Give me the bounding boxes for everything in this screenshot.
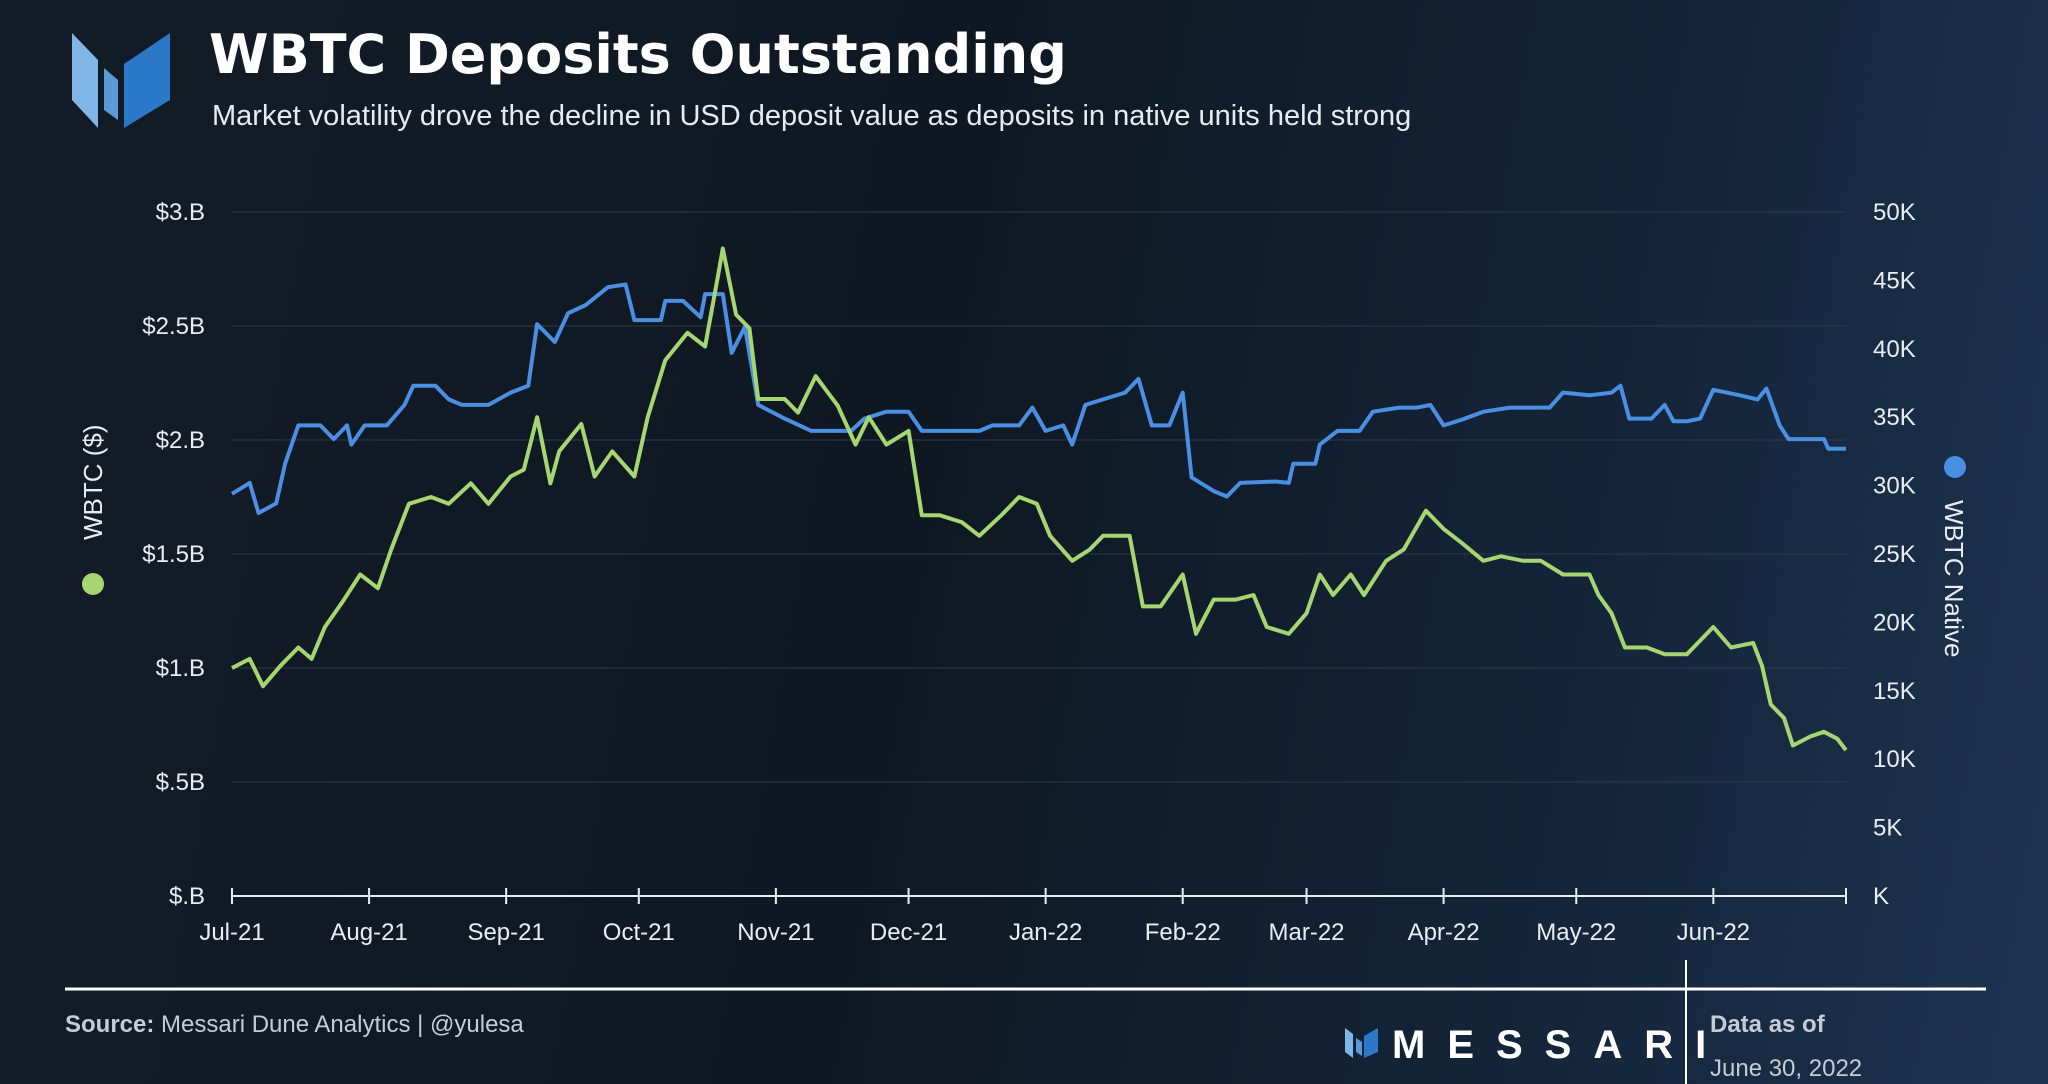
left-tick-label: $2.5B <box>142 313 205 340</box>
right-tick-label: 45K <box>1873 267 1916 294</box>
x-tick-label: May-22 <box>1536 919 1616 946</box>
right-axis-ticks: K 5K 10K 15K 20K 25K 30K 35K 40K 45K 50K <box>1873 199 1916 910</box>
left-axis-title: WBTC ($) <box>78 424 108 595</box>
right-tick-label: 40K <box>1873 336 1916 363</box>
messari-brand-logo-icon <box>1345 1028 1378 1058</box>
x-tick-label: Dec-21 <box>870 919 947 946</box>
right-tick-label: 5K <box>1873 815 1902 842</box>
messari-logo-icon <box>72 33 170 128</box>
left-tick-label: $2.B <box>156 427 205 454</box>
left-tick-label: $1.5B <box>142 541 205 568</box>
right-tick-label: 30K <box>1873 473 1916 500</box>
messari-wordmark: MESSARI <box>1392 1023 1728 1067</box>
x-tick-label: Apr-22 <box>1408 919 1480 946</box>
data-as-of-label: Data as of <box>1710 1011 1826 1038</box>
x-tick-label: Jan-22 <box>1009 919 1082 946</box>
usd-series-line <box>231 246 1848 752</box>
right-tick-label: 15K <box>1873 678 1916 705</box>
right-tick-label: 35K <box>1873 404 1916 431</box>
left-tick-label: $.5B <box>156 769 205 796</box>
x-tick-label: Aug-21 <box>330 919 407 946</box>
right-tick-label: 25K <box>1873 541 1916 568</box>
x-tick-label: Mar-22 <box>1269 919 1345 946</box>
left-tick-label: $.B <box>169 883 205 910</box>
x-tick-label: Jul-21 <box>199 919 264 946</box>
x-tick-label: Sep-21 <box>467 919 544 946</box>
left-tick-label: $3.B <box>156 199 205 226</box>
chart-subtitle: Market volatility drove the decline in U… <box>212 100 1411 132</box>
usd-legend-dot <box>82 573 104 595</box>
x-tick-label: Feb-22 <box>1145 919 1221 946</box>
native-series-line <box>230 282 1846 515</box>
right-axis-label: WBTC Native <box>1939 500 1969 657</box>
series-lines <box>230 246 1848 752</box>
right-tick-label: 20K <box>1873 609 1916 636</box>
right-tick-label: 10K <box>1873 746 1916 773</box>
gridlines <box>232 211 1846 783</box>
x-tick-label: Jun-22 <box>1677 919 1750 946</box>
chart-title: WBTC Deposits Outstanding <box>209 23 1067 86</box>
x-tick-label: Oct-21 <box>603 919 675 946</box>
right-tick-label: K <box>1873 883 1889 910</box>
left-axis-ticks: $.B $.5B $1.B $1.5B $2.B $2.5B $3.B <box>142 199 205 910</box>
x-tick-label: Nov-21 <box>737 919 814 946</box>
data-as-of-date: June 30, 2022 <box>1710 1055 1862 1082</box>
left-tick-label: $1.B <box>156 655 205 682</box>
right-tick-label: 50K <box>1873 199 1916 226</box>
source-text: Source: Messari Dune Analytics | @yulesa <box>65 1011 524 1038</box>
right-axis-title: WBTC Native <box>1939 456 1969 657</box>
native-legend-dot <box>1944 456 1966 478</box>
left-axis-label: WBTC ($) <box>78 424 108 540</box>
x-axis: Jul-21 Aug-21 Sep-21 Oct-21 Nov-21 Dec-21 Jan-… <box>199 888 1847 946</box>
